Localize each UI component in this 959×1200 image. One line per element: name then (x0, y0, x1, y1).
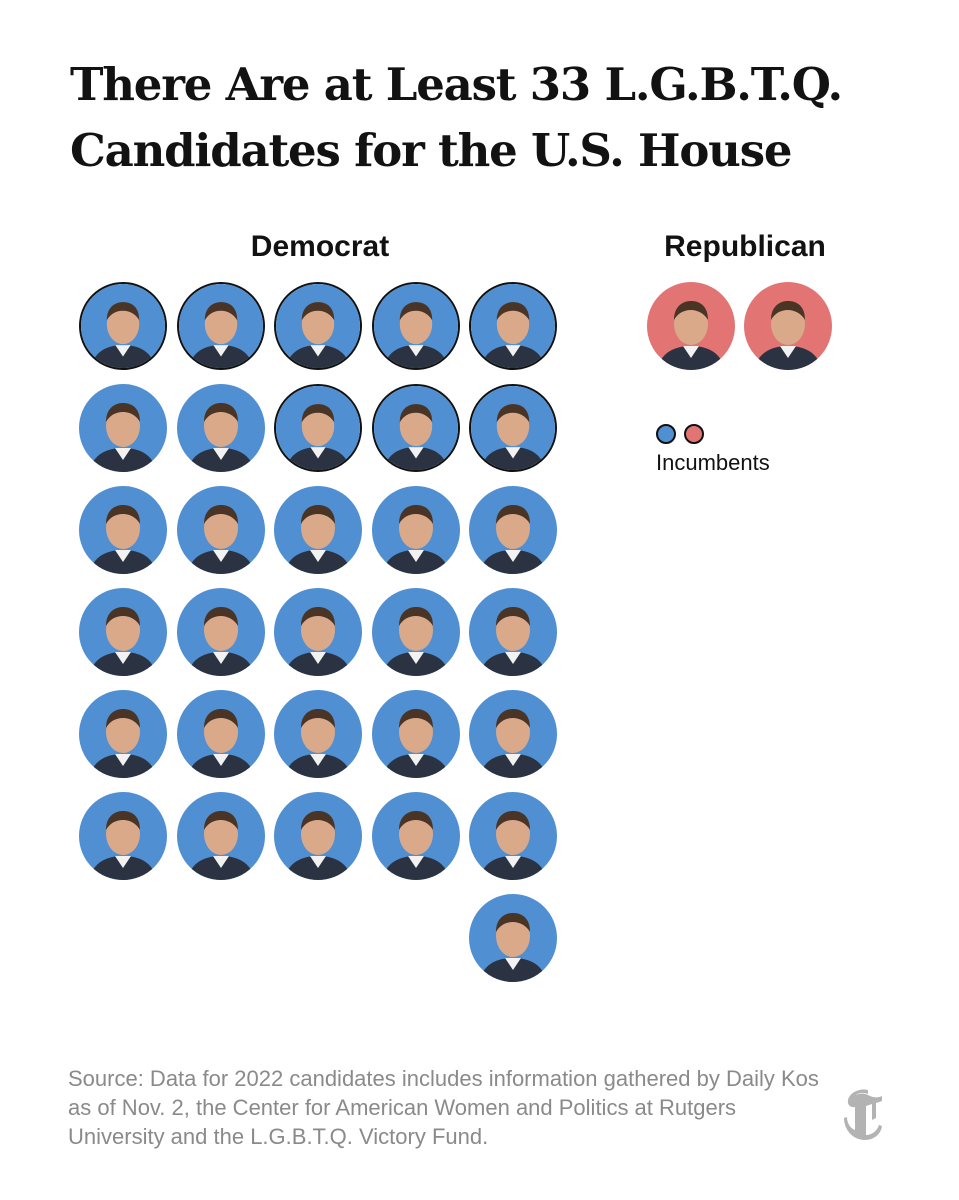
democrat-candidate-avatar (469, 282, 557, 370)
republican-incumbent-marker (684, 424, 704, 444)
democrat-candidate-avatar (371, 690, 460, 778)
democrat-candidate-avatar (176, 690, 265, 778)
democrat-candidate-avatar (79, 486, 167, 574)
democrat-candidate-avatar (176, 486, 265, 574)
democrat-candidate-avatar (469, 588, 557, 676)
democrat-group-label: Democrat (250, 230, 390, 263)
democrat-candidate-avatar (79, 792, 167, 880)
democrat-candidate-avatar (176, 384, 265, 472)
democrat-candidate-avatar (79, 282, 167, 370)
democrat-candidate-avatar (469, 690, 557, 778)
democrat-candidate-avatar (469, 792, 557, 880)
incumbents-legend-label: Incumbents (656, 450, 770, 475)
republican-candidate-avatar (744, 282, 832, 370)
democrat-candidate-avatar (469, 894, 557, 982)
democrat-candidate-avatar (274, 588, 362, 676)
democrat-candidate-avatar (79, 588, 167, 676)
democrat-candidate-avatar (371, 282, 460, 370)
democrat-candidate-avatar (176, 792, 265, 880)
democrat-candidate-avatar (469, 384, 557, 472)
democrat-candidate-avatar (371, 384, 460, 472)
democrat-candidate-avatar (79, 384, 167, 472)
republican-candidate-avatar (647, 282, 735, 370)
republican-group-label: Republican (664, 230, 826, 263)
democrat-candidate-avatar (176, 282, 265, 370)
source-note: Source: Data for 2022 candidates include… (68, 1066, 819, 1149)
democrat-candidate-avatar (469, 486, 557, 574)
democrat-candidate-avatar (371, 792, 460, 880)
chart-title: There Are at Least 33 L.G.B.T.Q. Candida… (70, 58, 843, 177)
democrat-candidate-avatar (274, 486, 362, 574)
democrat-candidate-avatar (79, 690, 167, 778)
democrat-candidate-avatar (371, 486, 460, 574)
democrat-candidate-avatar (274, 792, 362, 880)
incumbents-legend: Incumbents (656, 424, 856, 484)
nyt-logo-icon (838, 1086, 886, 1144)
democrat-candidate-avatar (274, 282, 362, 370)
democrat-incumbent-marker (656, 424, 676, 444)
democrat-candidate-avatar (176, 588, 265, 676)
democrat-candidate-avatar (274, 690, 362, 778)
democrat-candidate-avatar (274, 384, 362, 472)
democrat-candidate-avatar (371, 588, 460, 676)
